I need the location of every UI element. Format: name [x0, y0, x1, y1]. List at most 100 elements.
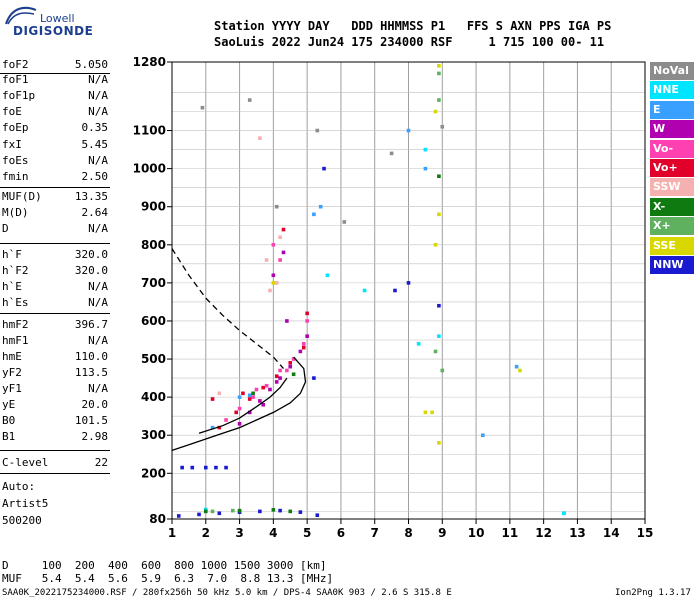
- data-point: [190, 465, 195, 470]
- x-tick-label: 9: [438, 526, 446, 540]
- data-point: [274, 374, 279, 378]
- param-name: foEs: [2, 154, 29, 167]
- y-tick-label: 600: [141, 314, 166, 328]
- data-point: [261, 402, 266, 407]
- param-row: h`Es N/A: [2, 296, 108, 310]
- muf-row: MUF 5.4 5.4 5.6 5.9 6.3 7.0 8.8 13.3 [MH…: [2, 572, 334, 585]
- auto-version: 500200: [2, 514, 42, 527]
- data-point: [180, 465, 184, 470]
- data-point: [423, 166, 428, 171]
- param-separator: [0, 313, 110, 314]
- param-name: D: [2, 222, 9, 235]
- data-point: [318, 204, 323, 209]
- param-value: N/A: [88, 73, 108, 86]
- data-point: [203, 465, 208, 470]
- data-point: [268, 288, 272, 293]
- logo-brand-top: Lowell: [40, 12, 75, 25]
- param-row: B1 2.98: [2, 430, 108, 444]
- data-point: [291, 357, 296, 361]
- data-point: [210, 397, 215, 401]
- data-point: [281, 250, 286, 255]
- distance-row: D 100 200 400 600 800 1000 1500 3000 [km…: [2, 559, 327, 572]
- data-point: [258, 136, 262, 140]
- param-value: 320.0: [74, 248, 108, 261]
- data-point: [481, 433, 485, 438]
- param-name: foF1: [2, 73, 29, 86]
- data-point: [423, 410, 428, 415]
- data-point: [423, 147, 428, 152]
- legend-item-vo-: Vo-: [650, 139, 694, 158]
- data-point: [315, 513, 320, 517]
- data-point: [268, 387, 272, 392]
- legend-item-x-: X+: [650, 217, 694, 236]
- data-point: [251, 395, 255, 399]
- data-point: [342, 220, 347, 224]
- param-name: foEp: [2, 121, 29, 134]
- data-point: [176, 514, 181, 518]
- param-name: B0: [2, 414, 16, 427]
- param-row: fmin 2.50: [2, 170, 108, 184]
- param-name: fxI: [2, 138, 22, 151]
- legend-item-nnw: NNW: [650, 256, 694, 274]
- data-point: [305, 334, 309, 338]
- data-point: [271, 243, 276, 247]
- data-point: [274, 380, 279, 384]
- data-point: [214, 465, 218, 470]
- data-point: [203, 507, 208, 512]
- param-name: hmE: [2, 350, 22, 363]
- param-value: N/A: [88, 334, 108, 347]
- y-tick-label: 500: [141, 352, 166, 366]
- data-point: [288, 509, 293, 514]
- param-value: 110.0: [74, 350, 108, 363]
- data-point: [312, 212, 316, 217]
- param-row: C-level 22: [2, 456, 108, 470]
- data-point: [217, 425, 222, 430]
- x-tick-label: 11: [502, 526, 519, 540]
- data-point: [315, 128, 320, 133]
- data-point: [305, 311, 309, 316]
- data-point: [514, 364, 519, 369]
- data-point: [393, 288, 397, 293]
- data-point: [278, 235, 282, 239]
- param-value: N/A: [88, 382, 108, 395]
- param-row: hmF2 396.7: [2, 318, 108, 332]
- data-point: [325, 273, 330, 278]
- data-point: [264, 383, 269, 388]
- param-row: hmE 110.0: [2, 350, 108, 364]
- legend-item-nne: NNE: [650, 81, 694, 100]
- data-point: [224, 418, 228, 422]
- param-row: h`F2 320.0: [2, 264, 108, 278]
- param-separator: [0, 73, 110, 74]
- auto-algorithm: Artist5: [2, 497, 49, 510]
- data-point: [200, 105, 205, 110]
- param-name: MUF(D): [2, 190, 42, 203]
- data-point: [301, 342, 306, 346]
- y-tick-label: 800: [141, 238, 166, 252]
- param-value: 2.98: [81, 430, 109, 443]
- data-point: [322, 166, 326, 171]
- x-tick-label: 8: [404, 526, 412, 540]
- param-row: yF1 N/A: [2, 382, 108, 396]
- data-point: [197, 512, 201, 517]
- param-name: h`F2: [2, 264, 29, 277]
- data-point: [203, 509, 208, 514]
- data-point: [251, 391, 255, 396]
- data-point: [247, 98, 252, 102]
- y-tick-label: 900: [141, 200, 166, 214]
- data-point: [237, 406, 242, 411]
- param-name: fmin: [2, 170, 29, 183]
- data-point: [237, 508, 242, 513]
- data-point: [389, 151, 394, 156]
- data-point: [210, 509, 215, 514]
- param-row: foF2 5.050: [2, 58, 108, 72]
- data-point: [433, 243, 438, 247]
- data-point: [298, 349, 303, 354]
- data-point: [237, 395, 242, 399]
- param-value: N/A: [88, 296, 108, 309]
- param-separator: [0, 450, 110, 451]
- param-row: MUF(D) 13.35: [2, 190, 108, 204]
- x-tick-label: 7: [371, 526, 379, 540]
- param-separator: [0, 187, 110, 188]
- data-point: [271, 508, 276, 512]
- param-separator: [0, 243, 110, 244]
